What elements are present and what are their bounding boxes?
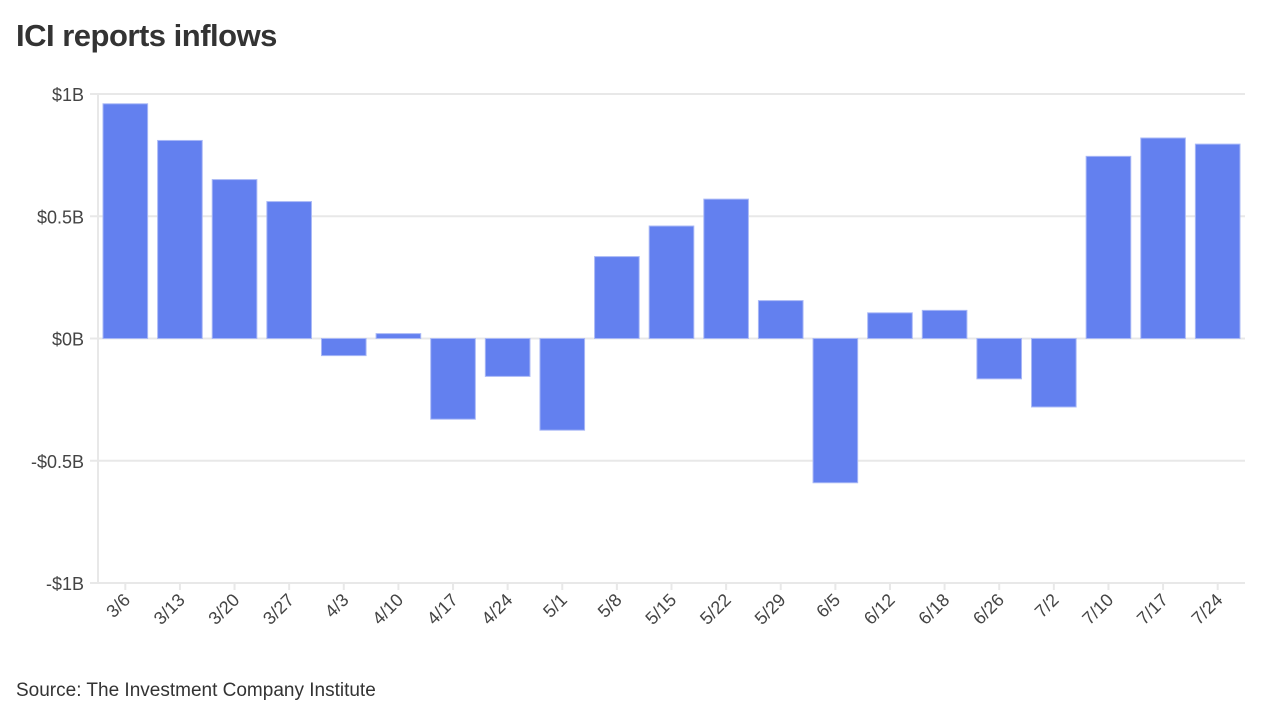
x-tick-label: 7/17 bbox=[1133, 590, 1172, 629]
x-tick-label: 3/6 bbox=[102, 590, 134, 622]
x-tick-label: 6/5 bbox=[812, 590, 844, 622]
chart-title: ICI reports inflows bbox=[16, 18, 277, 53]
x-tick-label: 5/15 bbox=[641, 590, 680, 629]
bar bbox=[757, 300, 804, 340]
bar bbox=[976, 338, 1023, 380]
bar bbox=[375, 333, 422, 339]
x-tick-label: 5/29 bbox=[751, 590, 790, 629]
bar bbox=[703, 198, 749, 339]
bar bbox=[1085, 155, 1132, 339]
source-note: Source: The Investment Company Institute bbox=[16, 680, 376, 701]
bar bbox=[812, 338, 859, 484]
bar bbox=[1140, 137, 1186, 339]
y-tick-label: -$0.5B bbox=[31, 452, 84, 472]
bar bbox=[921, 309, 968, 340]
x-tick-label: 7/24 bbox=[1188, 590, 1227, 629]
bar bbox=[539, 338, 586, 431]
bar bbox=[867, 312, 913, 340]
bar bbox=[102, 103, 149, 339]
y-tick-label: $1B bbox=[52, 85, 84, 105]
x-tick-label: 5/1 bbox=[539, 590, 571, 622]
bar bbox=[430, 338, 476, 420]
x-tick-label: 4/17 bbox=[423, 590, 462, 629]
bar bbox=[1194, 143, 1241, 339]
bar bbox=[157, 139, 203, 339]
x-tick-label: 3/27 bbox=[259, 590, 298, 629]
x-tick-label: 3/13 bbox=[150, 590, 189, 629]
x-tick-label: 5/8 bbox=[594, 590, 626, 622]
y-tick-label: -$1B bbox=[46, 574, 84, 594]
bar bbox=[1031, 338, 1077, 408]
x-tick-label: 6/26 bbox=[969, 590, 1008, 629]
x-tick-label: 5/22 bbox=[696, 590, 735, 629]
x-tick-label: 4/24 bbox=[478, 590, 517, 629]
x-tick-label: 6/18 bbox=[914, 590, 953, 629]
x-tick-label: 7/10 bbox=[1078, 590, 1117, 629]
x-tick-label: 7/2 bbox=[1031, 590, 1063, 622]
x-tick-label: 4/10 bbox=[368, 590, 407, 629]
bar bbox=[484, 338, 531, 377]
bar bbox=[211, 179, 258, 339]
bar bbox=[594, 256, 640, 339]
x-tick-label: 4/3 bbox=[321, 590, 353, 622]
bar bbox=[320, 338, 367, 357]
bar bbox=[648, 225, 695, 339]
y-tick-label: $0B bbox=[52, 330, 84, 350]
y-tick-label: $0.5B bbox=[37, 207, 84, 227]
x-tick-label: 6/12 bbox=[860, 590, 899, 629]
bar bbox=[266, 201, 312, 339]
x-tick-label: 3/20 bbox=[204, 590, 243, 629]
